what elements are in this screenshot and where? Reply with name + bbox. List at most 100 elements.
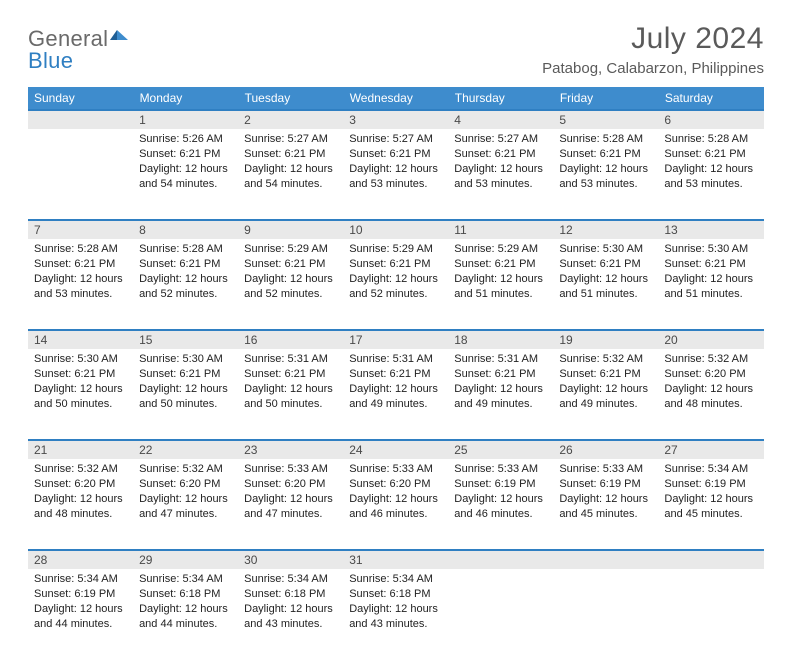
day-line: and 53 minutes. <box>454 177 547 192</box>
daycell: Sunrise: 5:34 AMSunset: 6:18 PMDaylight:… <box>238 569 343 637</box>
daynum-row: 123456 <box>28 109 764 129</box>
day-line: and 53 minutes. <box>34 287 127 302</box>
day-line: Sunrise: 5:34 AM <box>349 572 442 587</box>
day-line: Sunset: 6:21 PM <box>139 367 232 382</box>
day-line: Daylight: 12 hours <box>34 382 127 397</box>
day-line: Daylight: 12 hours <box>454 492 547 507</box>
daynum: 11 <box>448 219 553 239</box>
daycell: Sunrise: 5:29 AMSunset: 6:21 PMDaylight:… <box>343 239 448 307</box>
day-line: Sunset: 6:20 PM <box>664 367 757 382</box>
day-line: Sunset: 6:21 PM <box>664 147 757 162</box>
daycell: Sunrise: 5:31 AMSunset: 6:21 PMDaylight:… <box>238 349 343 417</box>
day-line: Sunrise: 5:30 AM <box>139 352 232 367</box>
day-line: and 52 minutes. <box>244 287 337 302</box>
day-line: Daylight: 12 hours <box>139 382 232 397</box>
daycell: Sunrise: 5:31 AMSunset: 6:21 PMDaylight:… <box>343 349 448 417</box>
day-line: Sunset: 6:21 PM <box>664 257 757 272</box>
daynum: 2 <box>238 109 343 129</box>
logo: General Blue <box>28 22 130 72</box>
week-row: Sunrise: 5:28 AMSunset: 6:21 PMDaylight:… <box>28 239 764 329</box>
daycell: Sunrise: 5:27 AMSunset: 6:21 PMDaylight:… <box>448 129 553 197</box>
day-line: Sunset: 6:21 PM <box>349 147 442 162</box>
day-line: and 49 minutes. <box>454 397 547 412</box>
daynum: 1 <box>133 109 238 129</box>
day-line: and 48 minutes. <box>34 507 127 522</box>
location-subtitle: Patabog, Calabarzon, Philippines <box>542 60 764 77</box>
day-line: Sunset: 6:19 PM <box>454 477 547 492</box>
daycell: Sunrise: 5:29 AMSunset: 6:21 PMDaylight:… <box>448 239 553 307</box>
daycell: Sunrise: 5:30 AMSunset: 6:21 PMDaylight:… <box>553 239 658 307</box>
day-line: Sunrise: 5:28 AM <box>34 242 127 257</box>
day-line: Sunset: 6:18 PM <box>139 587 232 602</box>
day-line: Daylight: 12 hours <box>664 162 757 177</box>
day-line: Sunrise: 5:34 AM <box>139 572 232 587</box>
day-line: Daylight: 12 hours <box>139 162 232 177</box>
week-row: Sunrise: 5:34 AM Sunset: 6:19 PM Daylight:… <box>28 569 764 659</box>
daynum: 12 <box>553 219 658 239</box>
calendar-table: SundayMondayTuesdayWednesdayThursdayFrid… <box>28 87 764 659</box>
day-line: Sunrise: 5:33 AM <box>454 462 547 477</box>
day-line: and 48 minutes. <box>664 397 757 412</box>
day-line: and 51 minutes. <box>559 287 652 302</box>
day-line: Sunrise: 5:34 AM <box>244 572 337 587</box>
day-line: Sunrise: 5:33 AM <box>244 462 337 477</box>
day-line: and 47 minutes. <box>139 507 232 522</box>
day-line: Sunrise: 5:27 AM <box>454 132 547 147</box>
daynum: 30 <box>238 549 343 569</box>
day-line: Sunset: 6:21 PM <box>454 257 547 272</box>
day-line: and 45 minutes. <box>559 507 652 522</box>
day-line: Daylight: 12 hours <box>454 272 547 287</box>
daynum-empty <box>28 109 133 129</box>
day-line: and 46 minutes. <box>349 507 442 522</box>
daynum: 25 <box>448 439 553 459</box>
daycell: Sunrise: 5:33 AMSunset: 6:19 PMDaylight:… <box>553 459 658 527</box>
day-line: Sunset: 6:21 PM <box>34 367 127 382</box>
day-line: Sunset: 6:21 PM <box>244 257 337 272</box>
day-line: and 52 minutes. <box>349 287 442 302</box>
day-line: Sunset: 6:20 PM <box>139 477 232 492</box>
day-line: Sunrise: 5:29 AM <box>244 242 337 257</box>
daynum-empty <box>448 549 553 569</box>
daycell: Sunrise: 5:28 AMSunset: 6:21 PMDaylight:… <box>553 129 658 197</box>
month-title: July 2024 <box>542 22 764 56</box>
daynum: 18 <box>448 329 553 349</box>
day-line: and 47 minutes. <box>244 507 337 522</box>
day-line: Daylight: 12 hours <box>244 272 337 287</box>
daynum: 17 <box>343 329 448 349</box>
day-line: Sunset: 6:19 PM <box>34 587 127 602</box>
day-line: Sunrise: 5:28 AM <box>664 132 757 147</box>
daynum: 15 <box>133 329 238 349</box>
day-line: and 49 minutes. <box>559 397 652 412</box>
day-line: Sunrise: 5:32 AM <box>559 352 652 367</box>
daycell: Sunrise: 5:34 AMSunset: 6:18 PMDaylight:… <box>133 569 238 637</box>
daycell: Sunrise: 5:27 AMSunset: 6:21 PMDaylight:… <box>238 129 343 197</box>
week-row: Sunrise: 5:26 AMSunset: 6:21 PMDaylight:… <box>28 129 764 219</box>
day-line: Daylight: 12 hours <box>349 162 442 177</box>
weekday-header: Wednesday <box>343 87 448 109</box>
daycell: Sunrise: 5:32 AMSunset: 6:20 PMDaylight:… <box>658 349 763 417</box>
day-line: Sunset: 6:20 PM <box>244 477 337 492</box>
day-line: Daylight: 12 hours <box>349 602 442 617</box>
logo-word-blue: Blue <box>28 48 73 73</box>
day-line: Daylight: 12 hours <box>664 382 757 397</box>
daynum: 29 <box>133 549 238 569</box>
day-line: Sunrise: 5:27 AM <box>349 132 442 147</box>
daycell: Sunrise: 5:33 AMSunset: 6:20 PMDaylight:… <box>238 459 343 527</box>
daynum-empty <box>553 549 658 569</box>
weekday-header-row: SundayMondayTuesdayWednesdayThursdayFrid… <box>28 87 764 109</box>
daycell-empty <box>553 569 658 578</box>
day-line: Daylight: 12 hours <box>34 272 127 287</box>
day-line: and 52 minutes. <box>139 287 232 302</box>
daycell-empty <box>28 129 133 138</box>
daynum: 13 <box>658 219 763 239</box>
daycell-empty <box>448 569 553 578</box>
day-line: Sunset: 6:19 PM <box>664 477 757 492</box>
day-line: Sunrise: 5:26 AM <box>139 132 232 147</box>
daynum: 24 <box>343 439 448 459</box>
daynum-row: 28293031 <box>28 549 764 569</box>
day-line: Daylight: 12 hours <box>664 492 757 507</box>
day-line: Sunrise: 5:29 AM <box>349 242 442 257</box>
day-line: Sunrise: 5:34 AM <box>664 462 757 477</box>
day-line: and 44 minutes. <box>34 617 127 632</box>
day-line: Sunrise: 5:33 AM <box>559 462 652 477</box>
